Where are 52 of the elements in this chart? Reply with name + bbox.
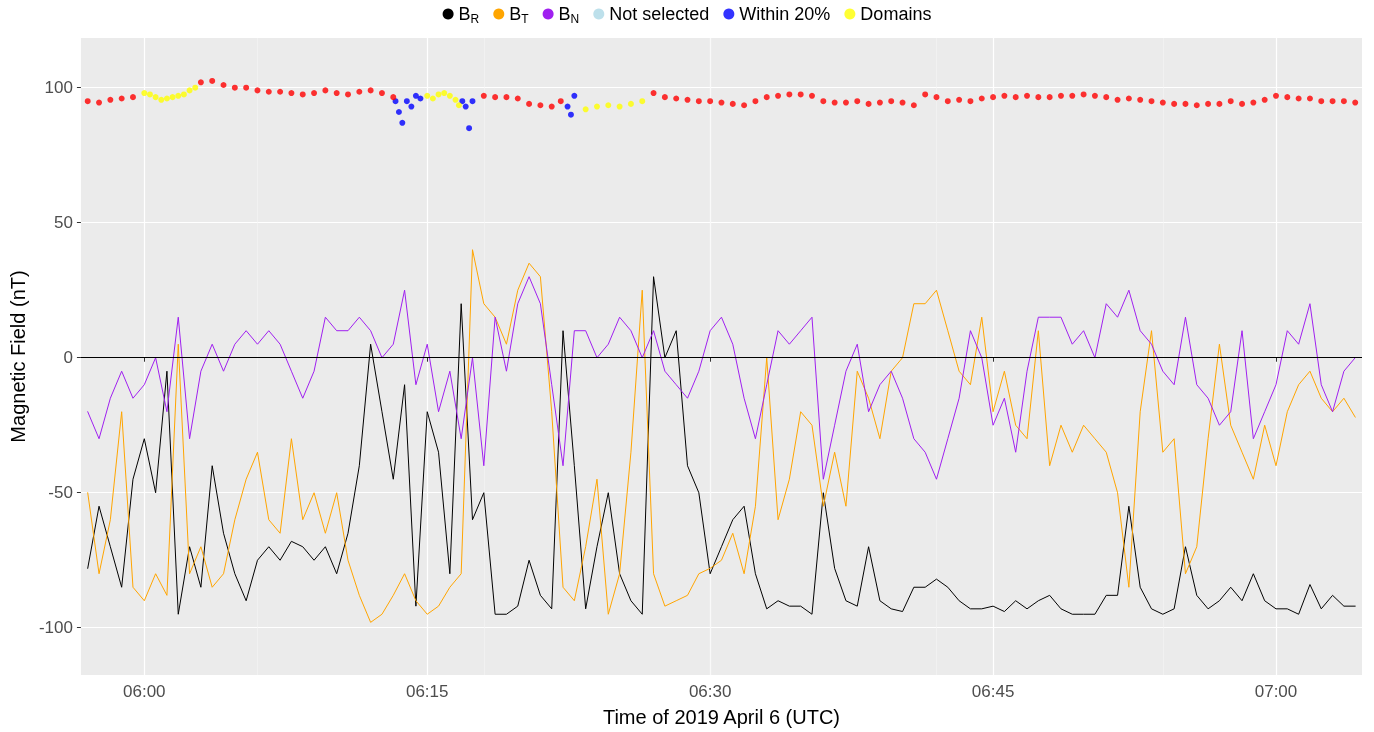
x-tick-label: 06:15	[405, 682, 449, 701]
point	[169, 94, 176, 101]
point	[408, 103, 415, 110]
point	[152, 94, 159, 101]
point	[186, 87, 193, 94]
x-tick-label: 06:30	[688, 682, 732, 701]
point	[158, 96, 165, 103]
point	[455, 102, 462, 109]
point	[593, 103, 600, 110]
point	[180, 91, 187, 98]
y-tick-label: -100	[38, 618, 73, 638]
point	[469, 98, 476, 105]
point	[441, 90, 448, 97]
point	[582, 106, 589, 113]
point	[435, 91, 442, 98]
point	[403, 98, 410, 105]
point	[424, 92, 431, 99]
point	[462, 103, 469, 110]
y-tick-label: 100	[44, 78, 73, 98]
legend-label: Within 20%	[739, 4, 831, 24]
legend-label: Not selected	[609, 4, 710, 24]
point	[429, 95, 436, 102]
point	[605, 102, 612, 109]
x-tick-label: 06:45	[971, 682, 1015, 701]
point	[399, 119, 406, 126]
point	[446, 92, 453, 99]
y-axis-title: Magnetic Field (nT)	[7, 270, 29, 443]
point	[459, 98, 466, 105]
point	[417, 95, 424, 102]
y-tick-label: 50	[54, 213, 73, 233]
point	[466, 125, 473, 132]
point	[141, 90, 148, 97]
x-tick-label: 07:00	[1254, 682, 1298, 701]
point	[616, 103, 623, 110]
point	[395, 108, 402, 115]
x-axis-title: Time of 2019 April 6 (UTC)	[602, 706, 841, 728]
point	[175, 92, 182, 99]
point	[567, 111, 574, 118]
point	[146, 91, 153, 98]
x-tick-label: 06:00	[123, 682, 166, 701]
point	[639, 98, 646, 105]
point	[564, 103, 571, 110]
point	[452, 96, 459, 103]
legend-label: Domains	[860, 4, 932, 24]
y-tick-label: -50	[48, 483, 73, 503]
point	[627, 100, 634, 107]
y-tick-label: 0	[63, 348, 73, 368]
line-series	[87, 276, 1356, 480]
point	[412, 92, 419, 99]
point	[571, 92, 578, 99]
point	[192, 84, 199, 91]
point	[163, 95, 170, 102]
